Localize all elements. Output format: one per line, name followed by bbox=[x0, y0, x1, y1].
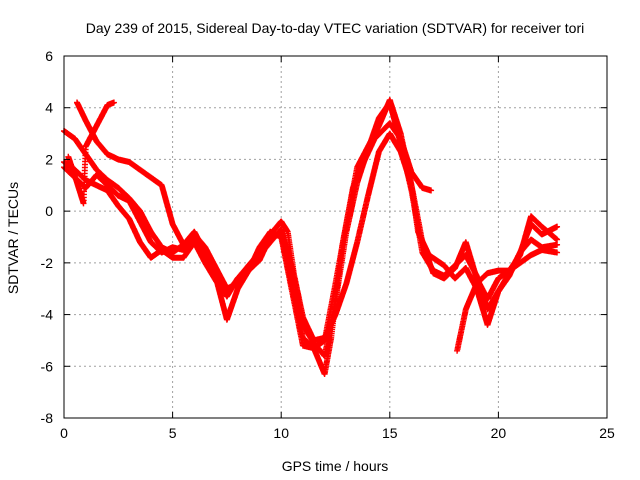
series-markers bbox=[65, 99, 117, 207]
plot-frame bbox=[63, 55, 608, 419]
x-tick-label: 15 bbox=[382, 425, 398, 441]
series-markers bbox=[74, 97, 561, 352]
y-tick-label: -2 bbox=[41, 255, 54, 271]
y-tick-label: 6 bbox=[45, 48, 53, 64]
series-track-d bbox=[74, 97, 561, 352]
y-tick-label: 2 bbox=[45, 151, 53, 167]
y-tick-label: 0 bbox=[45, 203, 53, 219]
x-tick-label: 5 bbox=[169, 425, 177, 441]
y-tick-label: -6 bbox=[41, 358, 54, 374]
axis-ticks: 0 5 10 15 20 25 -8 -6 -4 -2 0 2 4 6 bbox=[41, 48, 615, 441]
series-markers bbox=[454, 246, 561, 354]
x-tick-label: 10 bbox=[273, 425, 289, 441]
x-axis-label: GPS time / hours bbox=[282, 458, 389, 474]
y-tick-label: 4 bbox=[45, 100, 53, 116]
series-track-f bbox=[454, 246, 561, 354]
series-track-e bbox=[65, 99, 117, 207]
y-axis-label: SDTVAR / TECUs bbox=[5, 182, 21, 294]
x-tick-label: 20 bbox=[491, 425, 507, 441]
y-tick-label: -4 bbox=[41, 307, 54, 323]
x-tick-label: 25 bbox=[599, 425, 615, 441]
chart-title: Day 239 of 2015, Sidereal Day-to-day VTE… bbox=[86, 20, 585, 36]
y-tick-label: -8 bbox=[41, 410, 54, 426]
x-tick-label: 0 bbox=[60, 425, 68, 441]
